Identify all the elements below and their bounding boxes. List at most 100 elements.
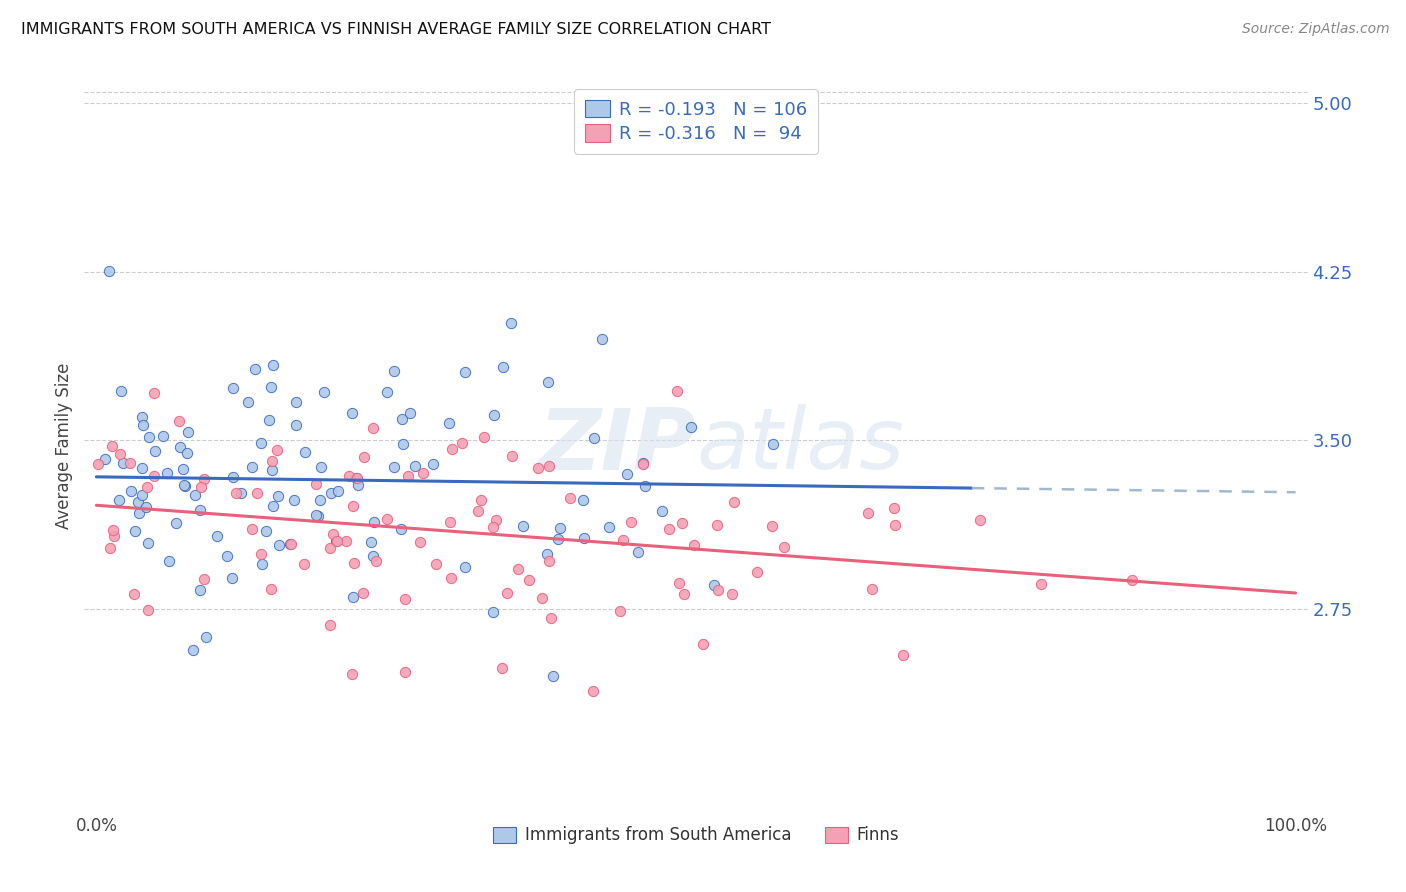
Point bbox=[169, 440, 191, 454]
Point bbox=[262, 500, 284, 514]
Point bbox=[860, 582, 883, 596]
Point bbox=[342, 499, 364, 513]
Point bbox=[319, 541, 342, 556]
Point bbox=[94, 451, 117, 466]
Point bbox=[260, 454, 283, 468]
Point bbox=[238, 395, 260, 409]
Point bbox=[484, 408, 506, 422]
Point bbox=[360, 534, 382, 549]
Point bbox=[136, 602, 159, 616]
Point bbox=[188, 583, 211, 598]
Point bbox=[177, 425, 200, 439]
Point bbox=[340, 406, 363, 420]
Point bbox=[392, 436, 415, 450]
Point bbox=[165, 516, 187, 530]
Point bbox=[252, 557, 274, 571]
Point bbox=[176, 446, 198, 460]
Point bbox=[470, 492, 492, 507]
Point bbox=[391, 412, 413, 426]
Point bbox=[572, 493, 595, 508]
Point bbox=[707, 582, 730, 597]
Point bbox=[215, 549, 238, 564]
Point bbox=[132, 417, 155, 432]
Point bbox=[591, 333, 613, 347]
Point bbox=[1031, 577, 1053, 591]
Point bbox=[482, 606, 505, 620]
Point bbox=[703, 578, 725, 592]
Point bbox=[98, 264, 121, 278]
Point bbox=[269, 538, 291, 552]
Point bbox=[222, 469, 245, 483]
Point bbox=[547, 533, 569, 547]
Point bbox=[658, 522, 681, 536]
Point bbox=[361, 420, 384, 434]
Point bbox=[467, 503, 489, 517]
Legend: Immigrants from South America, Finns: Immigrants from South America, Finns bbox=[486, 820, 905, 851]
Point bbox=[260, 582, 283, 596]
Point bbox=[537, 375, 560, 389]
Point bbox=[382, 364, 405, 378]
Point bbox=[496, 585, 519, 599]
Point bbox=[548, 521, 571, 535]
Point bbox=[541, 669, 564, 683]
Point bbox=[108, 492, 131, 507]
Point bbox=[124, 524, 146, 538]
Point bbox=[394, 665, 416, 680]
Point bbox=[491, 661, 513, 675]
Point bbox=[335, 534, 357, 549]
Point bbox=[501, 450, 523, 464]
Point bbox=[294, 444, 316, 458]
Y-axis label: Average Family Size: Average Family Size bbox=[55, 363, 73, 529]
Point bbox=[893, 648, 915, 663]
Point bbox=[668, 576, 690, 591]
Point bbox=[538, 459, 561, 474]
Point bbox=[527, 461, 550, 475]
Point bbox=[138, 430, 160, 444]
Point bbox=[499, 316, 522, 330]
Point bbox=[481, 519, 503, 533]
Point bbox=[284, 395, 307, 409]
Point bbox=[969, 514, 991, 528]
Point bbox=[451, 436, 474, 450]
Point bbox=[538, 554, 561, 568]
Point bbox=[512, 519, 534, 533]
Point bbox=[305, 508, 328, 522]
Point bbox=[404, 459, 426, 474]
Point bbox=[267, 489, 290, 503]
Point bbox=[246, 486, 269, 500]
Point bbox=[375, 385, 398, 400]
Point bbox=[309, 492, 332, 507]
Point bbox=[131, 410, 153, 425]
Point bbox=[280, 537, 302, 551]
Point bbox=[173, 478, 195, 492]
Point bbox=[772, 541, 794, 555]
Point bbox=[194, 630, 217, 644]
Point bbox=[143, 443, 166, 458]
Point bbox=[152, 428, 174, 442]
Point bbox=[193, 472, 215, 486]
Point bbox=[87, 457, 110, 471]
Point bbox=[205, 529, 228, 543]
Point bbox=[184, 488, 207, 502]
Point bbox=[188, 503, 211, 517]
Point bbox=[620, 515, 643, 529]
Point bbox=[325, 534, 347, 549]
Point bbox=[609, 604, 631, 618]
Point bbox=[311, 460, 333, 475]
Point bbox=[342, 667, 364, 681]
Point bbox=[519, 574, 541, 588]
Point bbox=[240, 522, 263, 536]
Point bbox=[240, 460, 263, 475]
Point bbox=[305, 477, 328, 491]
Point bbox=[262, 358, 284, 372]
Point bbox=[485, 513, 508, 527]
Point bbox=[1121, 573, 1143, 587]
Point bbox=[583, 432, 606, 446]
Point bbox=[409, 535, 432, 549]
Point bbox=[101, 523, 124, 537]
Point bbox=[143, 469, 166, 483]
Point bbox=[278, 537, 301, 551]
Point bbox=[616, 467, 638, 481]
Point bbox=[723, 495, 745, 509]
Point bbox=[540, 611, 562, 625]
